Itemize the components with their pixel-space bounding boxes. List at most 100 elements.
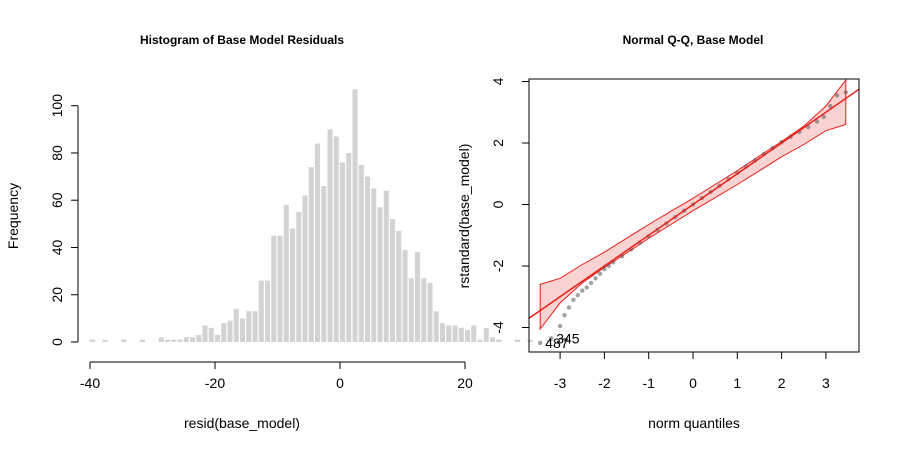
histogram-y-tick-label: 60 [49, 192, 65, 208]
histogram-bar [383, 190, 389, 342]
qq-x-tick-label: 3 [822, 375, 830, 391]
histogram-bar [377, 207, 383, 342]
histogram-bar [246, 311, 252, 342]
histogram-bar [433, 311, 439, 342]
histogram-bar [302, 195, 308, 342]
histogram-bar [208, 327, 214, 342]
qq-x-label: norm quantiles [648, 415, 740, 431]
histogram-bar [121, 339, 127, 342]
histogram-bar [158, 337, 164, 342]
histogram-bar [440, 323, 446, 342]
histogram-x-label: resid(base_model) [184, 415, 300, 431]
histogram-panel: Histogram of Base Model Residuals -4 0 -2 0… [5, 33, 552, 431]
histogram-bar [483, 327, 489, 342]
qq-x-tick-label: 1 [733, 375, 741, 391]
histogram-bar [477, 339, 483, 342]
qq-point [557, 323, 563, 329]
qq-plot-box [528, 78, 860, 353]
histogram-title: Histogram of Base Model Residuals [140, 33, 344, 47]
histogram-bar [233, 308, 239, 342]
qq-y-tick-label: 2 [490, 139, 506, 147]
qq-x-tick-label: 2 [778, 375, 786, 391]
qq-point-label: 487 [545, 335, 569, 351]
histogram-y-tick-label: 100 [49, 94, 65, 118]
qq-point [606, 263, 611, 269]
histogram-bar [277, 235, 283, 342]
qq-point [593, 276, 598, 281]
qq-y-tick-label: -4 [490, 321, 506, 334]
histogram-bar [315, 143, 321, 342]
histogram-y-axis: 0 20 40 60 80 100 [49, 94, 79, 346]
qq-point [538, 340, 543, 346]
histogram-y-tick-label: 80 [49, 145, 65, 161]
histogram-y-tick-label: 20 [49, 287, 65, 303]
histogram-bar [321, 186, 327, 342]
qq-point [602, 266, 607, 272]
histogram-x-tick-label: 20 [457, 375, 473, 391]
histogram-bar [415, 252, 421, 342]
histogram-bar [527, 339, 533, 342]
qq-point [571, 297, 576, 302]
histogram-bar [102, 339, 108, 342]
qq-x-tick-label: -2 [598, 375, 611, 391]
histogram-bar [215, 334, 221, 342]
qq-y-label: rstandard(base_model) [456, 144, 472, 289]
histogram-bar [171, 339, 177, 342]
histogram-bar [408, 278, 414, 342]
histogram-bar [221, 323, 227, 342]
histogram-bar [446, 325, 452, 342]
histogram-y-tick-label: 40 [49, 239, 65, 255]
histogram-bar [177, 339, 183, 342]
qq-point [562, 313, 567, 318]
histogram-bar [421, 278, 427, 342]
histogram-bar [333, 136, 339, 342]
qq-point [843, 90, 848, 95]
histogram-bar [196, 334, 202, 342]
qq-y-axis: -4 -2 0 2 4 [490, 77, 529, 334]
histogram-bar [283, 204, 289, 342]
histogram-bar [258, 280, 264, 342]
qq-x-tick-label: 0 [689, 375, 697, 391]
histogram-y-tick-label: 0 [49, 338, 65, 346]
qq-point [814, 119, 820, 124]
histogram-x-axis: -40 -20 0 20 [80, 361, 473, 391]
histogram-bar [265, 280, 271, 342]
qq-point [575, 293, 580, 298]
histogram-bar [340, 162, 346, 342]
histogram-bar [402, 249, 408, 342]
qq-panel: Normal Q-Q, Base Model -3 -2 -1 0 1 2 3 -4 -2 0 2… [456, 33, 860, 431]
qq-point [580, 288, 585, 293]
histogram-bar [327, 129, 333, 342]
qq-point [834, 93, 840, 98]
histogram-bar [90, 339, 96, 342]
histogram-bar [190, 337, 196, 342]
histogram-bar [352, 89, 358, 342]
qq-point [821, 114, 826, 120]
histogram-y-label: Frequency [5, 183, 21, 249]
histogram-bar [515, 339, 521, 342]
histogram-bar [458, 327, 464, 342]
histogram-bar [358, 164, 364, 342]
histogram-bars [90, 89, 552, 343]
qq-point-label: 345 [556, 330, 580, 346]
qq-y-tick-label: 4 [490, 77, 506, 85]
histogram-bar [296, 212, 302, 342]
histogram-bar [546, 339, 552, 342]
histogram-bar [140, 339, 146, 342]
histogram-bar [183, 337, 189, 342]
qq-point [588, 280, 594, 286]
qq-point [597, 271, 603, 276]
histogram-bar [227, 320, 233, 342]
qq-y-tick-label: -2 [490, 260, 506, 273]
qq-x-tick-label: -3 [554, 375, 567, 391]
histogram-bar [427, 282, 433, 343]
histogram-bar [465, 330, 471, 342]
histogram-bar [165, 339, 171, 342]
histogram-bar [496, 339, 502, 342]
histogram-x-tick-label: 0 [336, 375, 344, 391]
histogram-bar [271, 235, 277, 342]
qq-point [549, 336, 554, 341]
histogram-bar [308, 167, 314, 342]
